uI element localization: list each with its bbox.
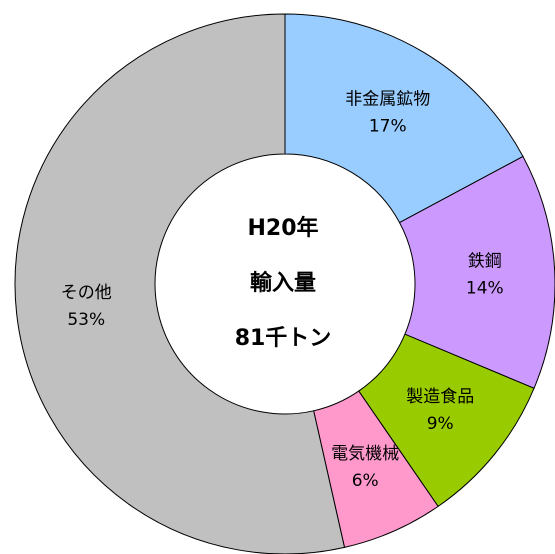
donut-slice <box>284 13 524 224</box>
slice-value: 9% <box>427 414 454 434</box>
slice-value: 53% <box>67 310 105 330</box>
slice-label: 電気機械 <box>331 444 399 464</box>
donut-slice <box>398 155 555 389</box>
center-label: 81千トン <box>235 326 332 351</box>
slice-value: 6% <box>352 471 379 491</box>
slice-label: 非金属鉱物 <box>345 89 430 109</box>
slice-label: 製造食品 <box>406 387 474 407</box>
slice-label: その他 <box>61 283 112 303</box>
slice-value: 14% <box>466 278 504 298</box>
slice-label: 鉄鋼 <box>468 251 502 271</box>
slice-value: 17% <box>369 116 407 136</box>
donut-slice <box>14 13 346 554</box>
center-label: 輸入量 <box>250 270 316 296</box>
center-label: H20年 <box>247 215 318 241</box>
